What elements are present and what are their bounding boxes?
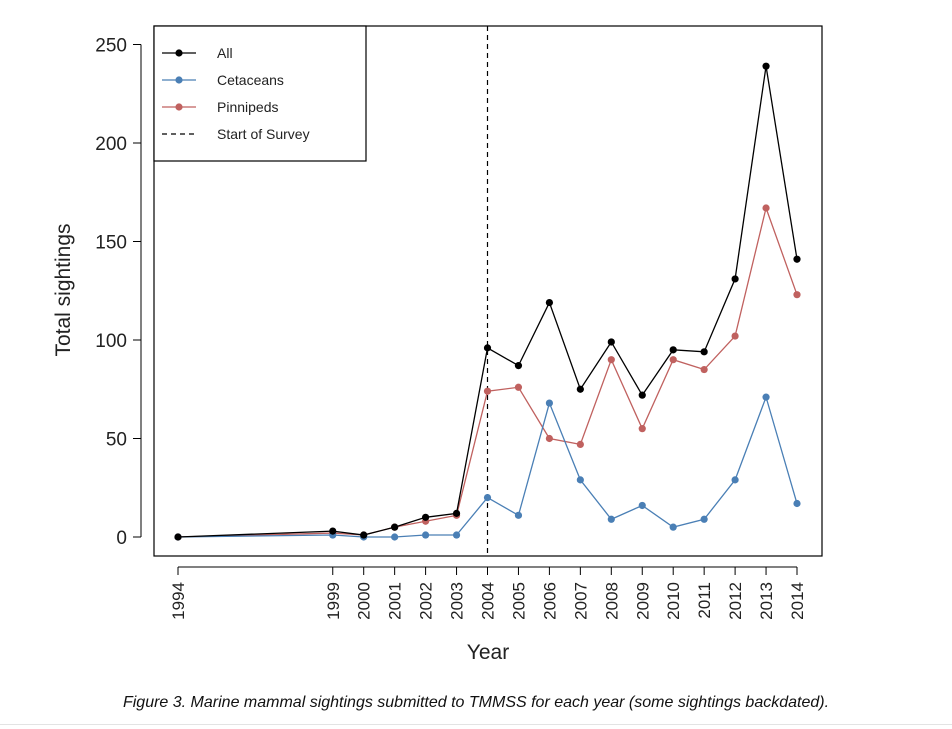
data-point-cetaceans [452, 531, 461, 539]
data-point-cetaceans [793, 499, 801, 508]
data-point-all [483, 344, 492, 352]
data-point-pinnipeds [576, 440, 584, 449]
data-point-cetaceans [700, 515, 708, 523]
x-tick-label: 2010 [664, 582, 683, 620]
data-point-all [700, 348, 708, 356]
legend: All Cetaceans Pinnipeds Start of Survey [153, 25, 367, 162]
data-point-pinnipeds [700, 365, 708, 374]
x-tick-label: 2009 [633, 582, 652, 620]
data-point-pinnipeds [731, 332, 739, 340]
data-point-pinnipeds [669, 356, 677, 364]
series-group [174, 62, 801, 541]
data-point-all [638, 391, 646, 399]
y-tick-label: 150 [95, 233, 127, 254]
legend-label-cetaceans: Cetaceans [217, 72, 284, 88]
x-axis-label: Year [467, 641, 509, 664]
x-tick-label: 2005 [509, 582, 528, 620]
x-axis: 1994 1999 2000 2001 2002 2003 2004 2005 2006 2007… [169, 566, 807, 620]
data-point-all [391, 523, 399, 531]
y-tick-label: 100 [95, 331, 127, 352]
data-point-cetaceans [483, 494, 492, 502]
data-point-cetaceans [391, 533, 399, 541]
data-point-all [452, 509, 461, 517]
data-point-all [329, 527, 337, 535]
data-point-all [576, 385, 584, 393]
data-point-pinnipeds [638, 425, 646, 433]
y-tick-label: 50 [106, 430, 127, 451]
data-point-pinnipeds [793, 291, 801, 299]
line-chart: 0 50 100 150 200 250 1994 1999 2000 2001 2002 2003… [52, 25, 823, 664]
x-tick-label: 1994 [169, 582, 188, 620]
data-point-pinnipeds [762, 204, 770, 212]
data-point-cetaceans [607, 515, 615, 523]
data-point-all [607, 338, 615, 346]
legend-box [153, 25, 367, 162]
data-point-all [422, 513, 430, 521]
data-point-all [514, 362, 523, 370]
x-tick-label: 2007 [571, 582, 590, 620]
data-point-all [174, 533, 182, 541]
x-tick-label: 2006 [540, 582, 559, 620]
figure-caption: Figure 3. Marine mammal sightings submit… [122, 694, 830, 711]
y-tick-label: 200 [95, 134, 127, 155]
x-tick-label: 2002 [417, 582, 436, 620]
data-point-all [793, 255, 801, 263]
x-tick-label: 2013 [757, 582, 776, 620]
x-tick-label: 2014 [788, 582, 807, 620]
x-tick-label: 2011 [695, 582, 714, 619]
data-point-cetaceans [576, 476, 584, 484]
data-point-cetaceans [731, 476, 739, 484]
y-tick-label: 0 [116, 528, 127, 549]
data-point-all [545, 298, 554, 307]
data-point-all [731, 275, 739, 283]
y-axis: 0 50 100 150 200 250 [95, 36, 142, 549]
data-point-cetaceans [545, 399, 554, 407]
legend-marker-pinnipeds [175, 103, 183, 111]
legend-marker-cetaceans [175, 76, 183, 84]
data-point-pinnipeds [514, 383, 523, 391]
data-point-pinnipeds [545, 434, 554, 443]
y-axis-label: Total sightings [52, 223, 75, 356]
x-tick-label: 2008 [602, 582, 621, 620]
x-tick-label: 1999 [324, 582, 343, 620]
legend-label-pinnipeds: Pinnipeds [217, 99, 279, 115]
data-point-cetaceans [514, 511, 523, 519]
data-point-all [360, 531, 368, 539]
y-tick-label: 250 [95, 36, 127, 57]
data-point-cetaceans [638, 501, 646, 510]
legend-label-start-of-survey: Start of Survey [217, 126, 310, 142]
x-tick-label: 2003 [448, 582, 467, 620]
data-point-pinnipeds [483, 387, 492, 395]
divider [0, 724, 952, 725]
data-point-cetaceans [669, 523, 677, 531]
data-point-pinnipeds [607, 356, 615, 364]
x-tick-label: 2004 [479, 582, 498, 620]
x-tick-label: 2000 [355, 582, 374, 620]
data-point-cetaceans [762, 393, 770, 401]
x-tick-label: 2012 [726, 582, 745, 620]
legend-label-all: All [217, 45, 233, 61]
data-point-all [762, 62, 770, 70]
x-tick-label: 2001 [386, 582, 405, 620]
legend-marker-all [175, 49, 183, 57]
data-point-all [669, 346, 677, 354]
data-point-cetaceans [422, 531, 430, 539]
